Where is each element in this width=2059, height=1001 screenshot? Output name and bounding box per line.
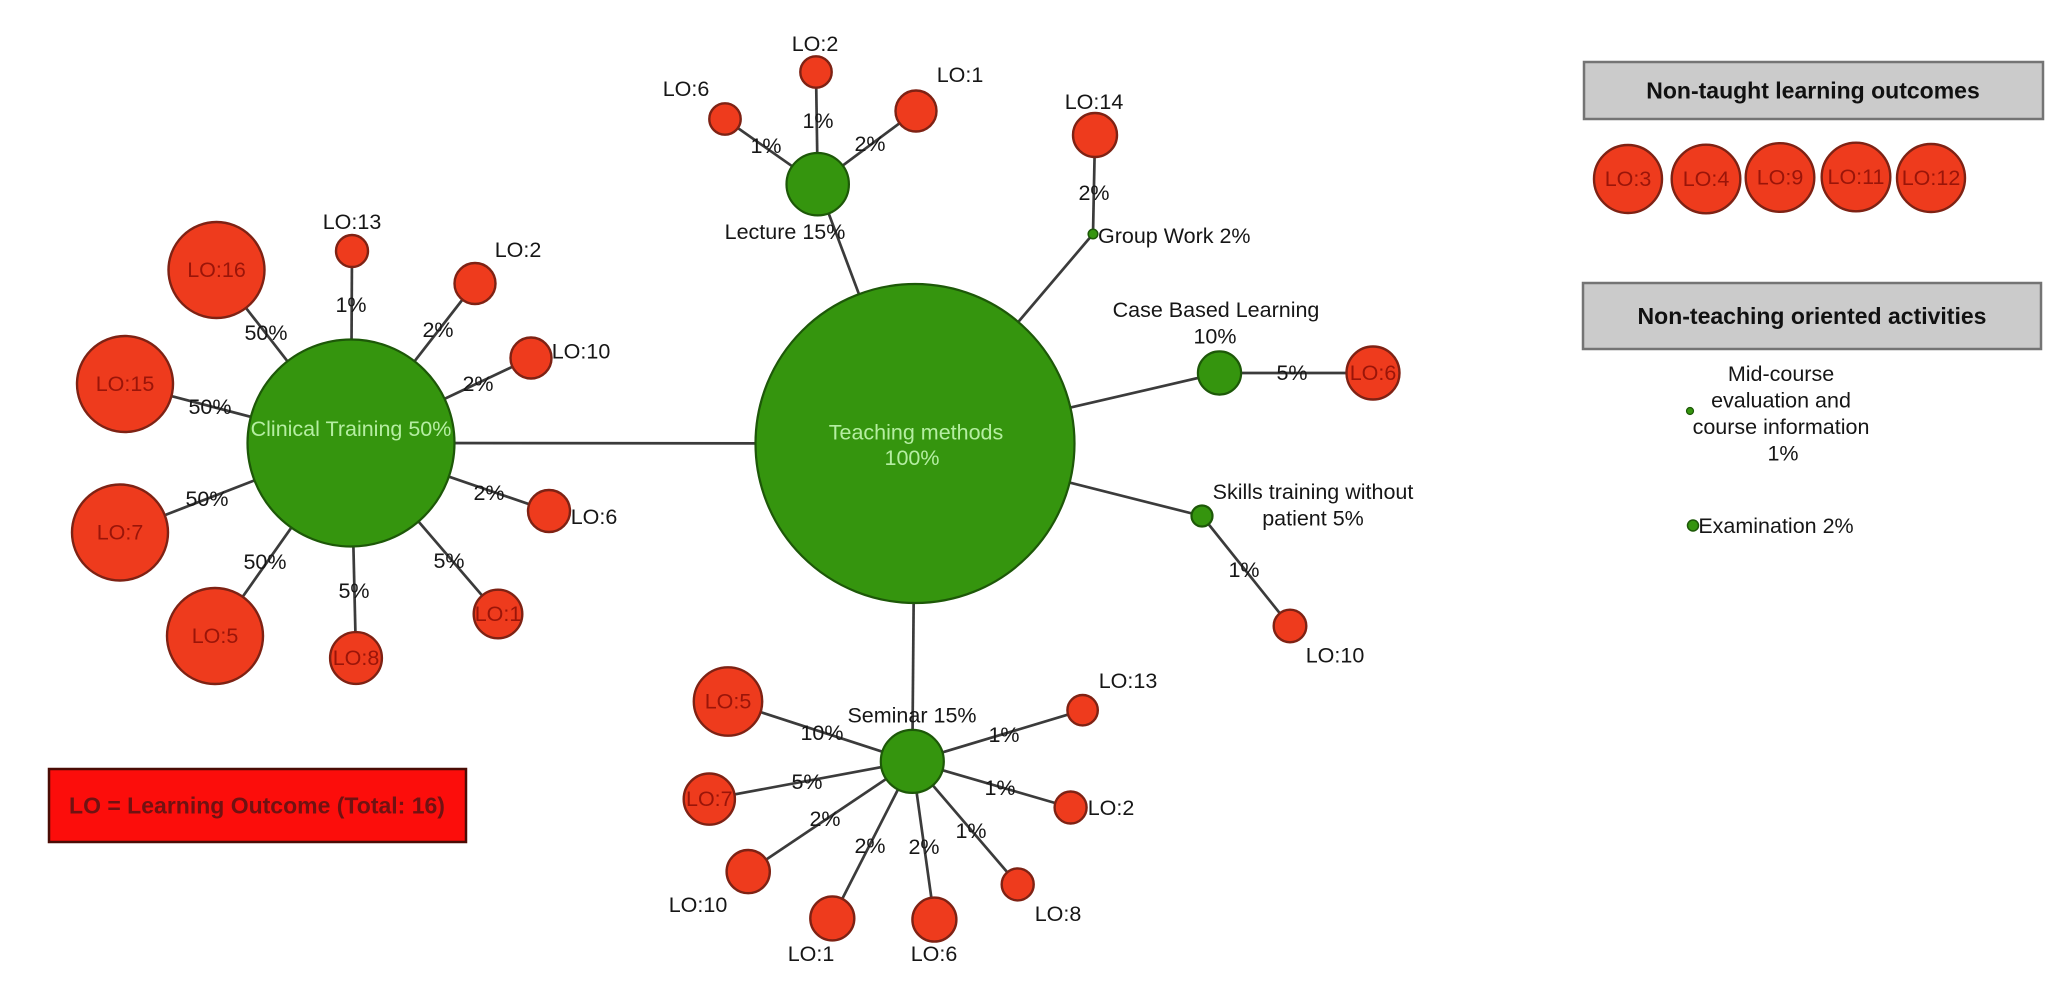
svg-text:Mid-course: Mid-course <box>1728 362 1834 386</box>
svg-text:1%: 1% <box>955 819 986 843</box>
svg-text:1%: 1% <box>750 134 781 158</box>
svg-text:LO:11: LO:11 <box>1828 165 1885 189</box>
svg-text:LO:14: LO:14 <box>1065 90 1124 114</box>
svg-text:LO:15: LO:15 <box>96 372 155 396</box>
svg-text:1%: 1% <box>802 109 833 133</box>
svg-text:50%: 50% <box>243 550 286 574</box>
svg-text:Teaching methods: Teaching methods <box>829 421 1004 445</box>
svg-text:2%: 2% <box>473 481 504 505</box>
svg-text:course information: course information <box>1693 415 1870 439</box>
svg-text:Group Work 2%: Group Work 2% <box>1098 224 1251 248</box>
svg-text:10%: 10% <box>800 721 843 745</box>
svg-text:2%: 2% <box>462 372 493 396</box>
svg-text:LO:10: LO:10 <box>669 893 728 917</box>
svg-text:evaluation and: evaluation and <box>1711 389 1851 413</box>
svg-text:5%: 5% <box>1276 361 1307 385</box>
svg-text:LO = Learning Outcome (Total:: LO = Learning Outcome (Total: 16) <box>69 793 445 819</box>
svg-text:LO:13: LO:13 <box>323 210 382 234</box>
svg-text:LO:6: LO:6 <box>571 505 618 529</box>
svg-text:1%: 1% <box>988 723 1019 747</box>
svg-text:LO:2: LO:2 <box>1088 796 1135 820</box>
svg-text:LO:5: LO:5 <box>192 624 239 648</box>
svg-text:LO:1: LO:1 <box>788 942 835 966</box>
svg-text:LO:8: LO:8 <box>1035 902 1082 926</box>
svg-text:100%: 100% <box>885 446 940 470</box>
svg-text:2%: 2% <box>908 835 939 859</box>
svg-text:LO:4: LO:4 <box>1683 167 1730 191</box>
svg-text:patient 5%: patient 5% <box>1262 507 1364 531</box>
svg-text:LO:7: LO:7 <box>97 521 144 545</box>
svg-text:Clinical Training 50%: Clinical Training 50% <box>251 417 452 441</box>
svg-text:LO:10: LO:10 <box>552 340 611 364</box>
svg-text:50%: 50% <box>244 321 287 345</box>
svg-text:Case Based Learning: Case Based Learning <box>1113 298 1320 322</box>
svg-text:LO:1: LO:1 <box>937 63 984 87</box>
svg-text:LO:7: LO:7 <box>686 787 733 811</box>
svg-text:LO:6: LO:6 <box>911 942 958 966</box>
svg-text:LO:10: LO:10 <box>1306 644 1365 668</box>
svg-text:LO:2: LO:2 <box>792 32 839 56</box>
svg-text:Non-teaching oriented activiti: Non-teaching oriented activities <box>1638 303 1987 329</box>
svg-text:LO:9: LO:9 <box>1757 166 1804 190</box>
svg-text:5%: 5% <box>338 579 369 603</box>
svg-text:LO:5: LO:5 <box>705 690 752 714</box>
svg-text:LO:3: LO:3 <box>1605 167 1652 191</box>
svg-text:LO:16: LO:16 <box>187 258 246 282</box>
svg-text:2%: 2% <box>422 318 453 342</box>
svg-text:1%: 1% <box>1228 558 1259 582</box>
svg-text:2%: 2% <box>809 807 840 831</box>
svg-text:1%: 1% <box>984 776 1015 800</box>
svg-text:50%: 50% <box>188 395 231 419</box>
svg-text:50%: 50% <box>185 487 228 511</box>
svg-text:2%: 2% <box>854 132 885 156</box>
svg-text:LO:6: LO:6 <box>663 77 710 101</box>
svg-text:2%: 2% <box>1078 181 1109 205</box>
svg-text:LO:6: LO:6 <box>1350 361 1397 385</box>
svg-text:10%: 10% <box>1193 325 1236 349</box>
svg-text:Non-taught learning outcomes: Non-taught learning outcomes <box>1646 78 1980 104</box>
svg-text:Skills training without: Skills training without <box>1213 480 1414 504</box>
svg-text:5%: 5% <box>791 770 822 794</box>
svg-text:1%: 1% <box>1767 442 1798 466</box>
svg-text:LO:13: LO:13 <box>1099 669 1158 693</box>
svg-text:Seminar 15%: Seminar 15% <box>847 704 976 728</box>
svg-text:Examination 2%: Examination 2% <box>1698 514 1853 538</box>
svg-text:LO:12: LO:12 <box>1902 166 1961 190</box>
svg-text:LO:2: LO:2 <box>495 238 542 262</box>
svg-text:LO:8: LO:8 <box>333 646 380 670</box>
svg-text:2%: 2% <box>854 834 885 858</box>
svg-text:5%: 5% <box>433 549 464 573</box>
svg-text:Lecture 15%: Lecture 15% <box>725 220 846 244</box>
svg-text:LO:1: LO:1 <box>475 602 522 626</box>
svg-text:1%: 1% <box>335 293 366 317</box>
